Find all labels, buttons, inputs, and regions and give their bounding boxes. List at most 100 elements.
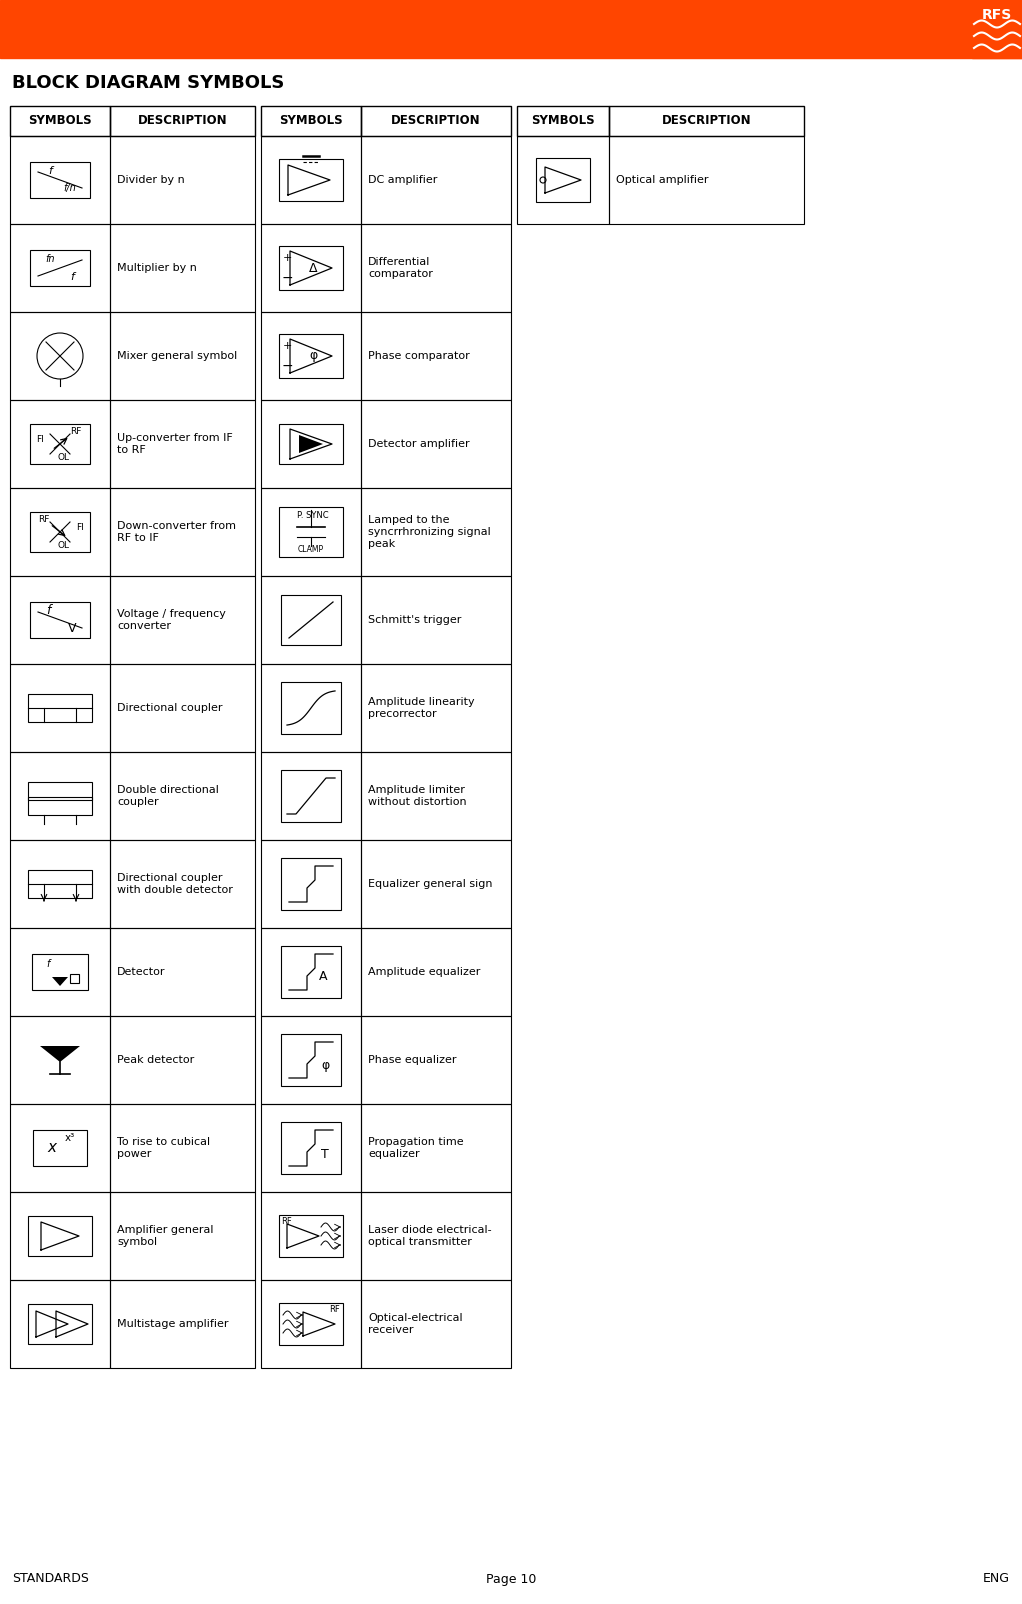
Bar [10,664,110,752]
Bar [110,225,256,313]
Bar [361,225,511,313]
Bar [361,664,511,752]
Bar [279,423,343,464]
Text: Multiplier by n: Multiplier by n [117,263,197,273]
Text: Amplitude linearity
precorrector: Amplitude linearity precorrector [368,698,474,719]
Text: Page 10: Page 10 [485,1572,537,1585]
Bar [281,1123,341,1174]
Text: Voltage / frequency
converter: Voltage / frequency converter [117,610,226,630]
Bar [110,576,256,664]
Bar [110,1280,256,1368]
Text: OL: OL [58,454,69,462]
Bar [10,225,110,313]
Bar [28,1216,92,1256]
Bar [279,1302,343,1346]
Text: Equalizer general sign: Equalizer general sign [368,879,493,889]
Bar [517,136,609,225]
Bar [30,250,90,286]
Bar [281,682,341,735]
Text: −: − [281,359,293,374]
Bar [279,507,343,557]
Text: Amplifier general
symbol: Amplifier general symbol [117,1225,214,1246]
Text: Lamped to the
syncrrhronizing signal
peak: Lamped to the syncrrhronizing signal pea… [368,515,491,549]
Bar [361,136,511,225]
Text: Up-converter from IF
to RF: Up-converter from IF to RF [117,433,233,456]
Text: Optical-electrical
receiver: Optical-electrical receiver [368,1314,463,1335]
Text: DC amplifier: DC amplifier [368,175,437,184]
Bar [30,602,90,638]
Bar [361,840,511,929]
Bar [28,797,92,815]
Bar [28,1304,92,1344]
Bar [10,313,110,399]
Text: Amplitude equalizer: Amplitude equalizer [368,967,480,977]
Bar [110,399,256,488]
Text: Phase equalizer: Phase equalizer [368,1055,457,1065]
Text: Propagation time
equalizer: Propagation time equalizer [368,1137,464,1158]
Bar [261,225,361,313]
Text: RF: RF [71,428,82,436]
Bar [10,1015,110,1104]
Text: φ: φ [321,1060,329,1073]
Bar [361,929,511,1015]
Bar [10,106,110,136]
Text: Detector amplifier: Detector amplifier [368,439,470,449]
Text: x: x [47,1140,56,1155]
Text: f: f [71,273,74,282]
Bar [261,752,361,840]
Text: Detector: Detector [117,967,166,977]
Text: +: + [282,342,291,351]
Bar [281,1035,341,1086]
Bar [32,954,88,990]
Bar [279,1214,343,1258]
Bar [609,136,804,225]
Bar [261,1192,361,1280]
Text: Laser diode electrical-
optical transmitter: Laser diode electrical- optical transmit… [368,1225,492,1246]
Bar [33,1129,87,1166]
Bar [261,1104,361,1192]
Text: Directional coupler: Directional coupler [117,703,223,714]
Bar [110,752,256,840]
Bar [536,159,590,202]
Bar [110,488,256,576]
Bar [517,106,609,136]
Text: f: f [46,605,50,618]
Text: Mixer general symbol: Mixer general symbol [117,351,237,361]
Text: SYMBOLS: SYMBOLS [279,114,342,127]
Text: Phase comparator: Phase comparator [368,351,470,361]
Bar [361,1280,511,1368]
Text: OL: OL [58,542,69,550]
Text: RF: RF [282,1217,292,1227]
Bar [30,162,90,197]
Bar [261,1015,361,1104]
Bar [110,929,256,1015]
Bar [972,0,1022,58]
Text: RFS: RFS [982,8,1012,22]
Bar [110,1104,256,1192]
Text: CLAMP: CLAMP [298,545,324,555]
Text: Δ: Δ [309,261,317,274]
Bar [110,1015,256,1104]
Bar [281,595,341,645]
Text: Double directional
coupler: Double directional coupler [117,786,219,807]
Bar [361,313,511,399]
Text: Multistage amplifier: Multistage amplifier [117,1318,229,1330]
Text: DESCRIPTION: DESCRIPTION [138,114,227,127]
Bar [28,869,92,898]
Text: +: + [282,253,291,263]
Bar [279,334,343,379]
Text: BLOCK DIAGRAM SYMBOLS: BLOCK DIAGRAM SYMBOLS [12,74,284,91]
Bar [361,399,511,488]
Bar [69,974,79,983]
Text: x³: x³ [64,1132,76,1144]
Bar [10,136,110,225]
Bar [279,245,343,290]
Bar [28,783,92,800]
Text: RF: RF [38,515,50,525]
Bar [10,752,110,840]
Bar [10,1104,110,1192]
Bar [110,664,256,752]
Bar [110,1192,256,1280]
Text: T: T [321,1147,329,1161]
Text: Divider by n: Divider by n [117,175,185,184]
